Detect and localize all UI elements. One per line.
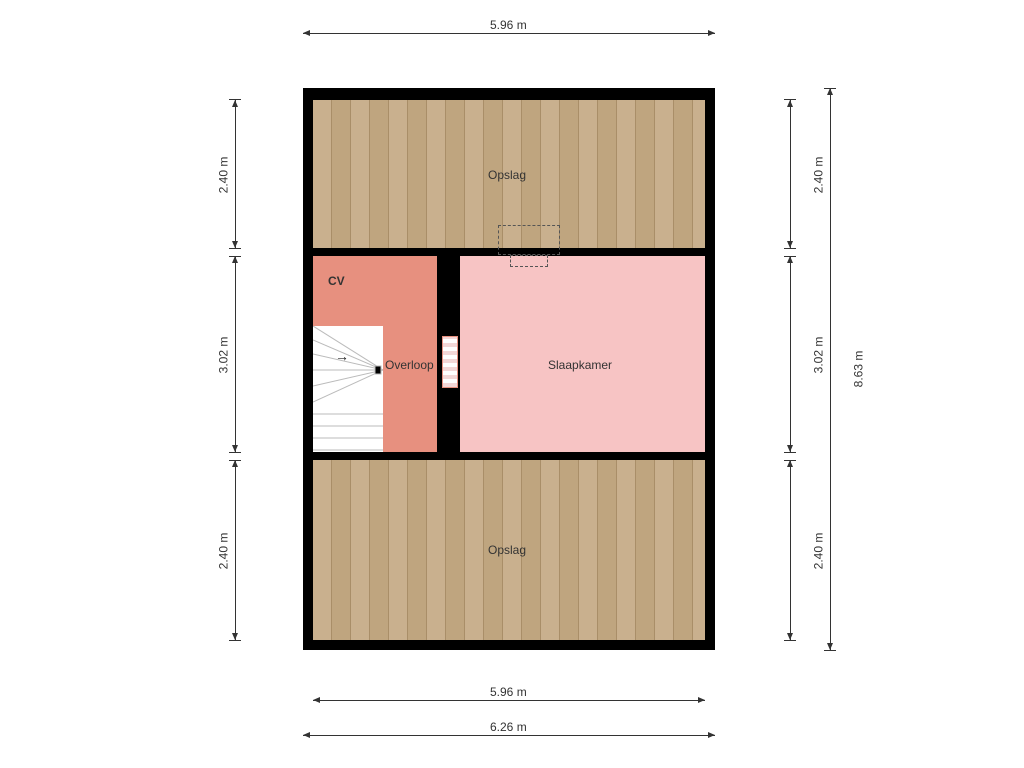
hatch-outer bbox=[498, 225, 560, 255]
dim-right-total-label: 8.63 m bbox=[851, 351, 865, 388]
tick bbox=[229, 452, 241, 453]
dim-right-total-arrow bbox=[830, 88, 831, 650]
dim-bottom-in-arrow bbox=[313, 700, 705, 701]
tick bbox=[784, 640, 796, 641]
dim-bottom-in-label: 5.96 m bbox=[490, 685, 527, 699]
dim-left-upper-arrow bbox=[235, 100, 236, 248]
dim-bottom-out-arrow bbox=[303, 735, 715, 736]
label-overloop: Overloop bbox=[385, 358, 434, 372]
dim-bottom-out-label: 6.26 m bbox=[490, 720, 527, 734]
dim-right-lower-label: 2.40 m bbox=[811, 533, 825, 570]
plan-outer-wall: → Opslag CV Overloop Slaapkamer Opslag bbox=[303, 88, 715, 650]
dim-left-lower-label: 2.40 m bbox=[216, 533, 230, 570]
dim-right-mid-arrow bbox=[790, 256, 791, 452]
label-slaapkamer: Slaapkamer bbox=[548, 358, 612, 372]
room-slaapkamer bbox=[460, 256, 705, 452]
dim-left-mid-arrow bbox=[235, 256, 236, 452]
tick bbox=[784, 248, 796, 249]
stairs: → bbox=[313, 326, 383, 452]
wall bbox=[313, 452, 705, 460]
dim-right-upper-arrow bbox=[790, 100, 791, 248]
dim-top-label: 5.96 m bbox=[490, 18, 527, 32]
tick bbox=[824, 650, 836, 651]
stairs-direction-icon: → bbox=[335, 348, 349, 364]
tick bbox=[229, 99, 241, 100]
tick bbox=[784, 460, 796, 461]
dim-right-upper-label: 2.40 m bbox=[811, 157, 825, 194]
label-cv: CV bbox=[328, 274, 345, 288]
label-opslag-bottom: Opslag bbox=[488, 543, 526, 557]
tick bbox=[784, 452, 796, 453]
tick bbox=[229, 640, 241, 641]
hatch-inner bbox=[510, 255, 548, 267]
dim-left-mid-label: 3.02 m bbox=[216, 337, 230, 374]
radiator-icon bbox=[442, 336, 458, 388]
dim-top-arrow bbox=[303, 33, 715, 34]
tick bbox=[784, 256, 796, 257]
dim-right-mid-label: 3.02 m bbox=[811, 337, 825, 374]
wall bbox=[437, 256, 443, 326]
floor-plan-stage: 5.96 m 5.96 m 6.26 m 2.40 m 3.02 m 2.40 … bbox=[0, 0, 1024, 768]
tick bbox=[229, 460, 241, 461]
dim-left-upper-label: 2.40 m bbox=[216, 157, 230, 194]
room-overloop bbox=[383, 326, 437, 452]
tick bbox=[824, 88, 836, 89]
room-cv bbox=[313, 256, 437, 326]
tick bbox=[229, 248, 241, 249]
label-opslag-top: Opslag bbox=[488, 168, 526, 182]
tick bbox=[229, 256, 241, 257]
dim-right-lower-arrow bbox=[790, 460, 791, 640]
dim-left-lower-arrow bbox=[235, 460, 236, 640]
tick bbox=[784, 99, 796, 100]
wall bbox=[437, 395, 443, 452]
